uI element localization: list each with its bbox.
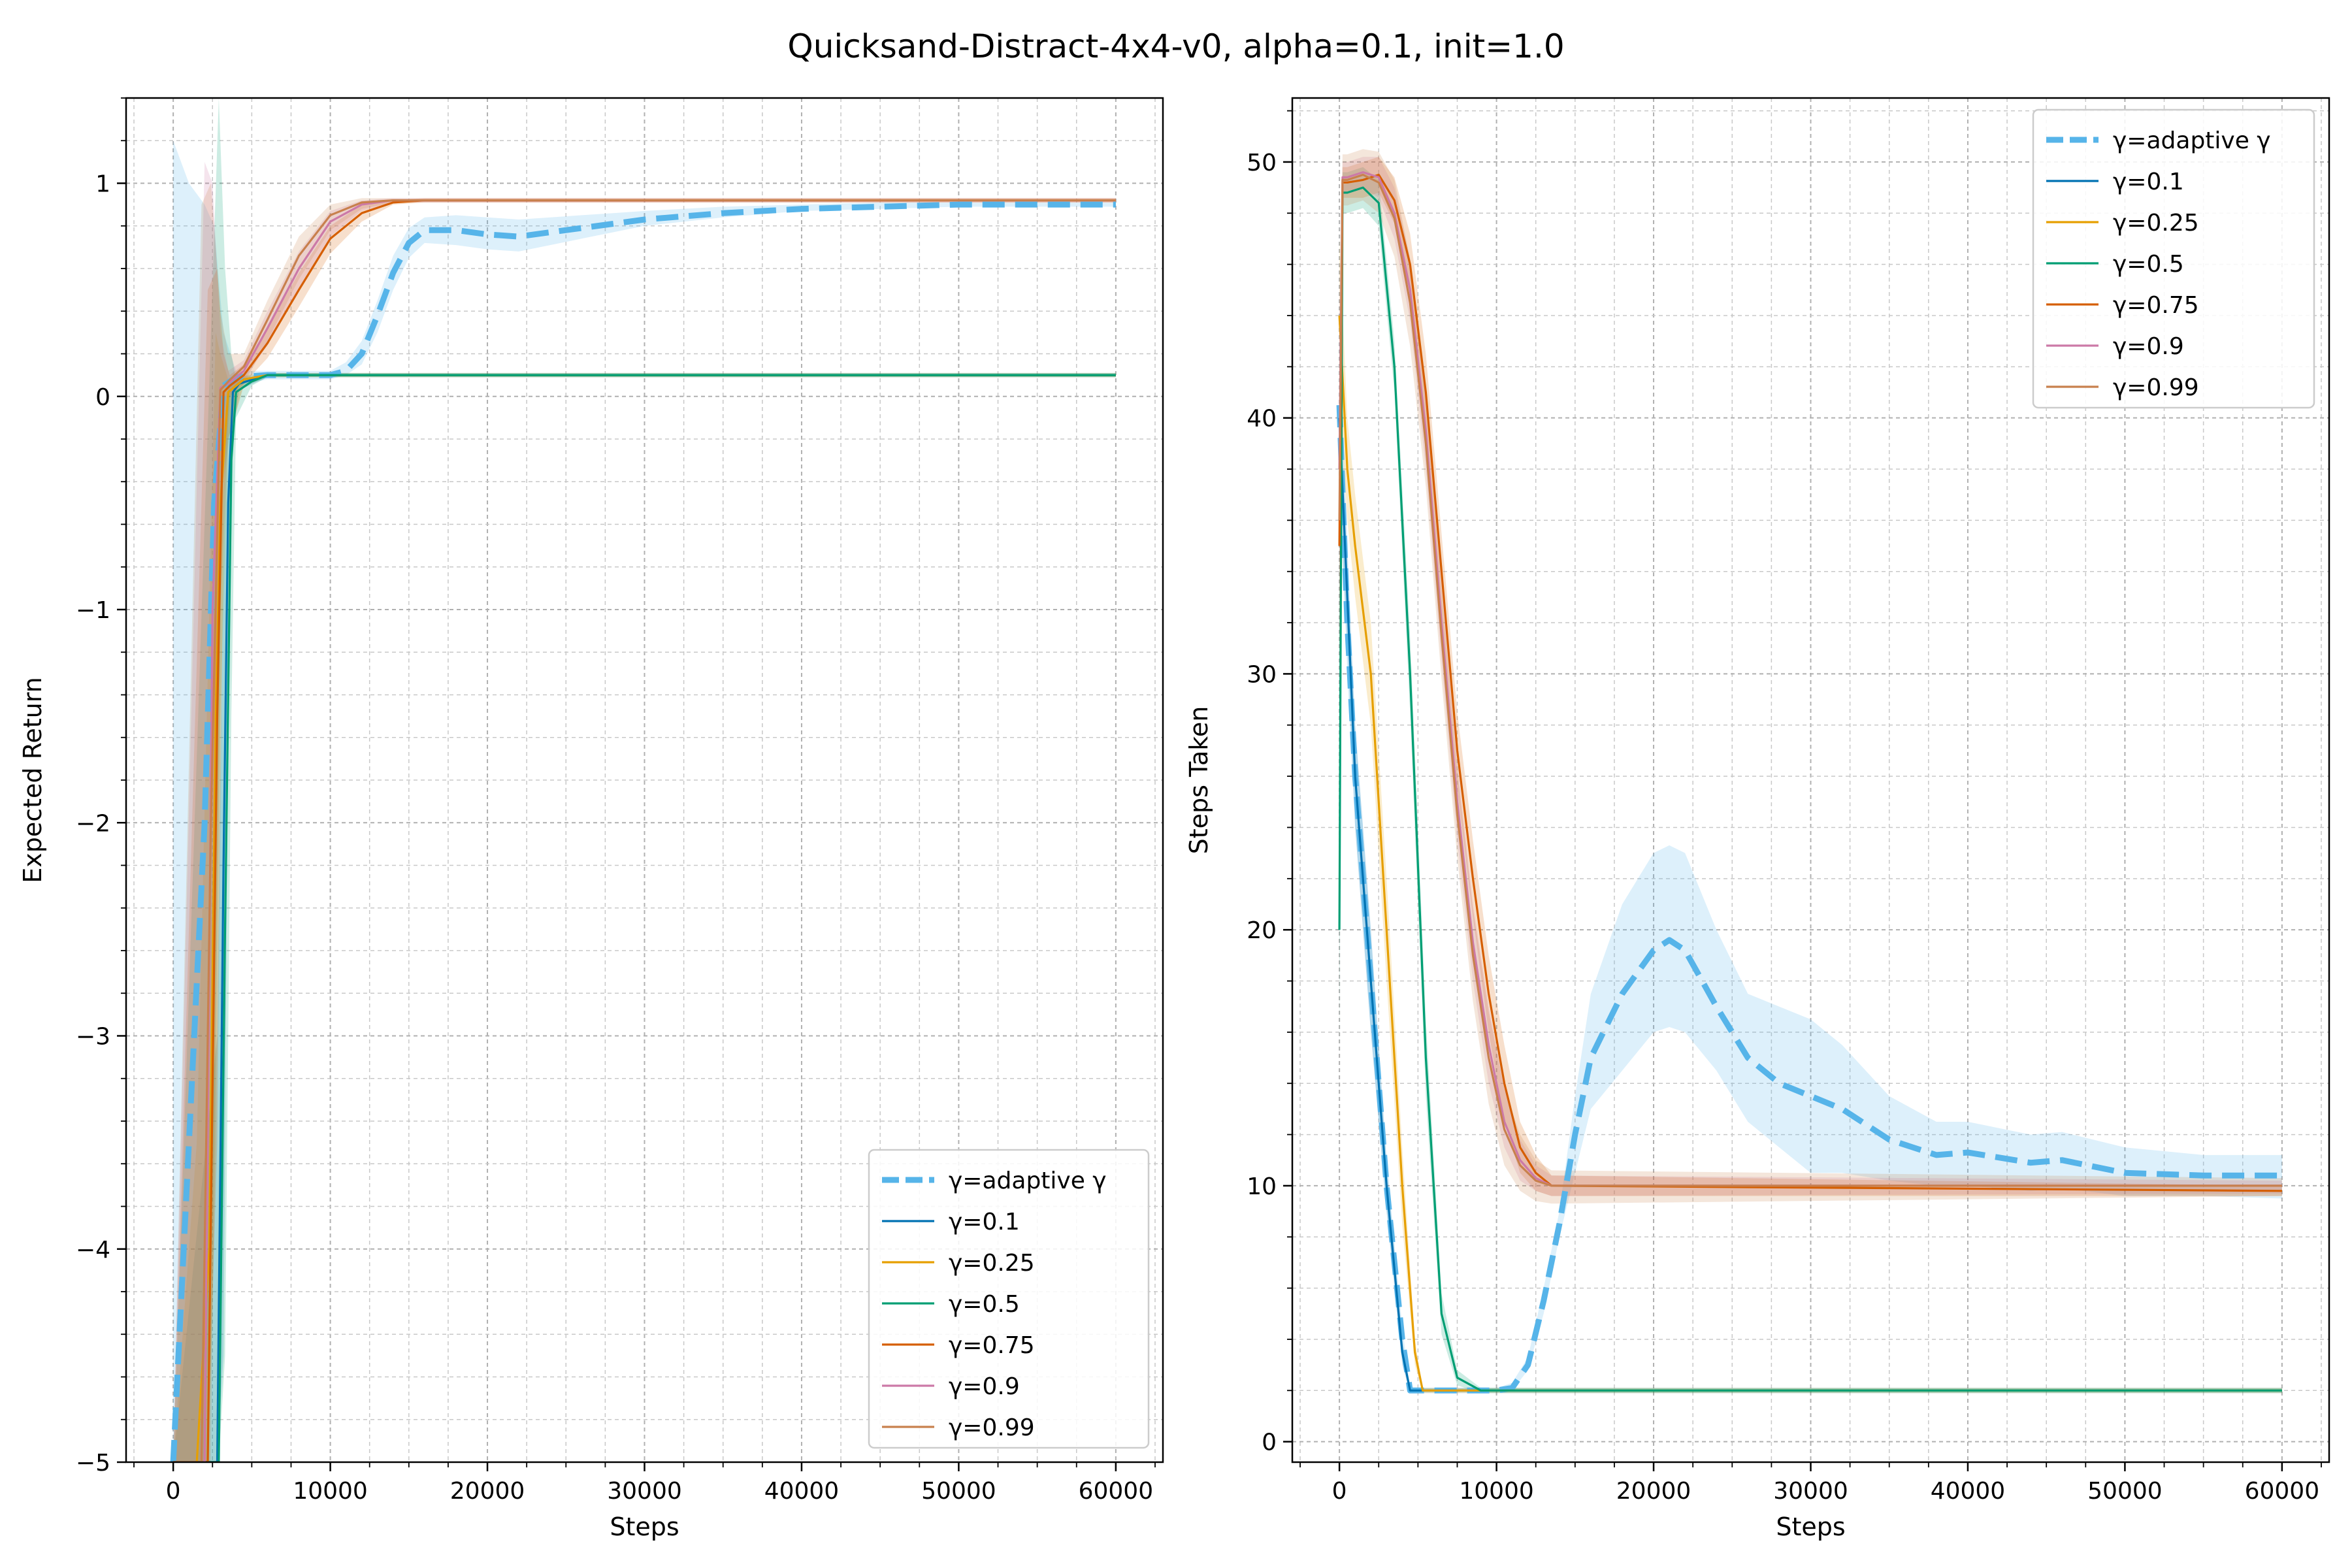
legend-label-4: γ=0.75 [2113, 292, 2199, 319]
x-tick-label: 10000 [1459, 1478, 1534, 1505]
legend-label-6: γ=0.99 [949, 1414, 1035, 1441]
y-axis-label: Expected Return [18, 677, 47, 883]
series-line-6 [1338, 173, 2282, 1187]
legend-label-0: γ=adaptive γ [949, 1168, 1107, 1194]
y-tick-label: −4 [76, 1237, 110, 1264]
y-tick-label: −1 [76, 597, 110, 624]
legend-label-4: γ=0.75 [949, 1332, 1035, 1359]
legend-label-1: γ=0.1 [2113, 169, 2184, 195]
x-axis-label: Steps [1776, 1512, 1845, 1541]
y-tick-label: −5 [76, 1450, 110, 1477]
legend: γ=adaptive γ γ=0.1 γ=0.25 γ=0.5 γ=0.75 γ=0.9 γ… [868, 1149, 1150, 1449]
x-tick-label: 40000 [764, 1478, 840, 1505]
figure-title: Quicksand-Distract-4x4-v0, alpha=0.1, in… [787, 27, 1564, 65]
series-line-2 [1338, 315, 2282, 1392]
x-tick-label: 60000 [2245, 1478, 2320, 1505]
series-line-3 [1338, 186, 2282, 1392]
legend-label-5: γ=0.9 [2113, 333, 2184, 360]
x-tick-label: 20000 [1616, 1478, 1691, 1505]
x-tick-label: 20000 [450, 1478, 525, 1505]
series-line-3 [173, 374, 1116, 1462]
x-tick-label: 10000 [293, 1478, 368, 1505]
x-tick-label: 50000 [921, 1478, 996, 1505]
x-tick-label: 60000 [1079, 1478, 1154, 1505]
x-tick-label: 30000 [1773, 1478, 1848, 1505]
series-line-4 [173, 199, 1116, 1462]
y-tick-label: 10 [1247, 1173, 1277, 1200]
y-tick-label: 40 [1247, 406, 1277, 433]
y-tick-label: 1 [95, 171, 110, 198]
y-tick-label: −3 [76, 1024, 110, 1051]
series-line-1 [1338, 417, 2282, 1392]
legend-label-2: γ=0.25 [949, 1250, 1035, 1277]
plot-area [1336, 149, 2282, 1394]
y-tick-label: 30 [1247, 661, 1277, 688]
y-tick-label: 50 [1247, 150, 1277, 176]
series-line-4 [1338, 173, 2282, 1192]
series-line-6 [173, 199, 1116, 1462]
legend-label-3: γ=0.5 [2113, 251, 2184, 278]
x-tick-label: 0 [166, 1478, 181, 1505]
series-band-6 [173, 183, 1116, 1462]
legend-label-2: γ=0.25 [2113, 210, 2199, 237]
x-tick-label: 40000 [1931, 1478, 2006, 1505]
left-chart: 0 10000 20000 30000 40000 50000 60000 −5 −4 −3 −2 −… [18, 97, 1164, 1541]
x-tick-label: 0 [1332, 1478, 1347, 1505]
y-axis-label: Steps Taken [1184, 706, 1213, 855]
x-axis-label: Steps [610, 1512, 679, 1541]
legend: γ=adaptive γ γ=0.1 γ=0.25 γ=0.5 γ=0.75 γ=0.9 γ… [2032, 108, 2315, 409]
legend-label-6: γ=0.99 [2113, 374, 2199, 401]
y-tick-label: 0 [95, 384, 110, 411]
series-line-5 [173, 199, 1116, 1462]
grid [1292, 98, 2329, 1462]
y-tick-label: 0 [1262, 1429, 1277, 1456]
legend-box [2032, 108, 2315, 409]
x-tick-label: 50000 [2087, 1478, 2163, 1505]
y-tick-label: −2 [76, 810, 110, 837]
x-tick-label: 30000 [607, 1478, 682, 1505]
plot-area [170, 98, 1116, 1462]
legend-label-0: γ=adaptive γ [2113, 127, 2271, 154]
right-chart: 0 10000 20000 30000 40000 50000 60000 0 10 20 30 40… [1184, 97, 2330, 1541]
legend-box [868, 1149, 1150, 1449]
legend-label-3: γ=0.5 [949, 1291, 1020, 1318]
y-tick-label: 20 [1247, 917, 1277, 944]
legend-label-1: γ=0.1 [949, 1209, 1020, 1235]
legend-label-5: γ=0.9 [949, 1373, 1020, 1400]
